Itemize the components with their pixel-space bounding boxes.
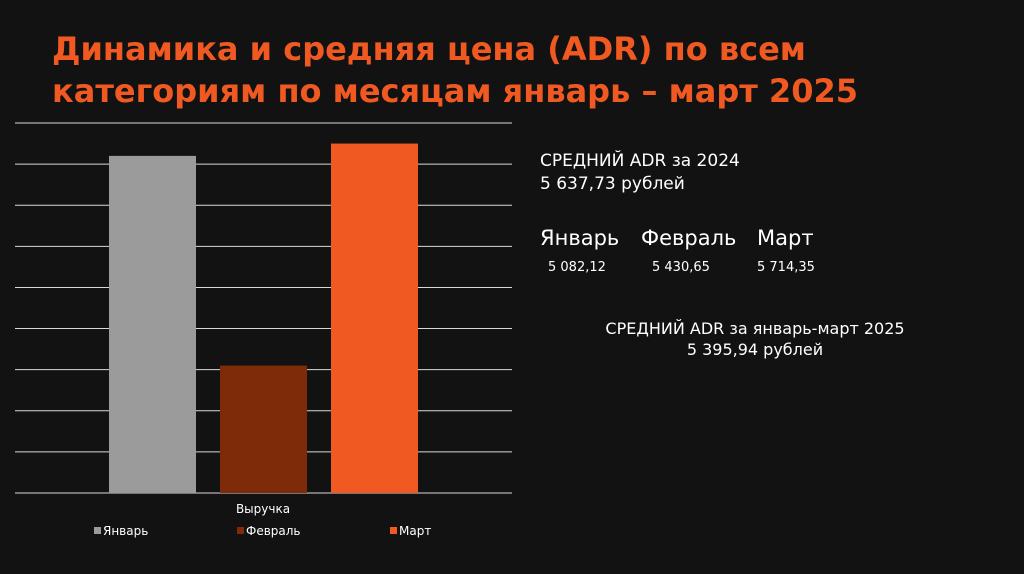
chart-legend: Январь Февраль Март	[94, 524, 431, 538]
title-line-1: Динамика и средняя цена (ADR) по всем	[52, 30, 806, 68]
legend-swatch-3	[390, 527, 397, 534]
month-name-february: Февраль	[641, 226, 737, 250]
chart-bars	[109, 143, 418, 494]
adr-2025-value: 5 395,94 рублей	[686, 340, 824, 359]
month-name-march: Март	[757, 226, 814, 250]
bar-1	[109, 155, 196, 493]
adr-2024-value: 5 637,73 рублей	[540, 174, 685, 194]
legend-swatch-1	[94, 527, 101, 534]
bar-chart: Выручка Январь Февраль Март	[15, 122, 512, 538]
adr-2025-block: СРЕДНИЙ ADR за январь-март 2025 5 395,94…	[580, 318, 930, 360]
month-value-february: 5 430,65	[652, 260, 710, 275]
legend-label-3: Март	[399, 524, 431, 538]
bar-2	[220, 365, 307, 493]
adr-2024-label: СРЕДНИЙ ADR за 2024	[540, 151, 740, 171]
legend-label-1: Январь	[103, 524, 148, 538]
month-value-january: 5 082,12	[548, 260, 606, 275]
adr-2025-label: СРЕДНИЙ ADR за январь-март 2025	[605, 319, 905, 338]
title-line-2: категориям по месяцам январь – март 2025	[52, 72, 858, 110]
adr-2024-block: СРЕДНИЙ ADR за 2024 5 637,73 рублей	[540, 150, 740, 196]
legend-label-2: Февраль	[246, 524, 301, 538]
month-name-january: Январь	[540, 226, 620, 250]
page-title: Динамика и средняя цена (ADR) по всем ка…	[52, 28, 992, 112]
bar-3	[331, 143, 418, 494]
month-value-march: 5 714,35	[757, 260, 815, 275]
legend-swatch-2	[237, 527, 244, 534]
x-category-label: Выручка	[236, 502, 290, 516]
